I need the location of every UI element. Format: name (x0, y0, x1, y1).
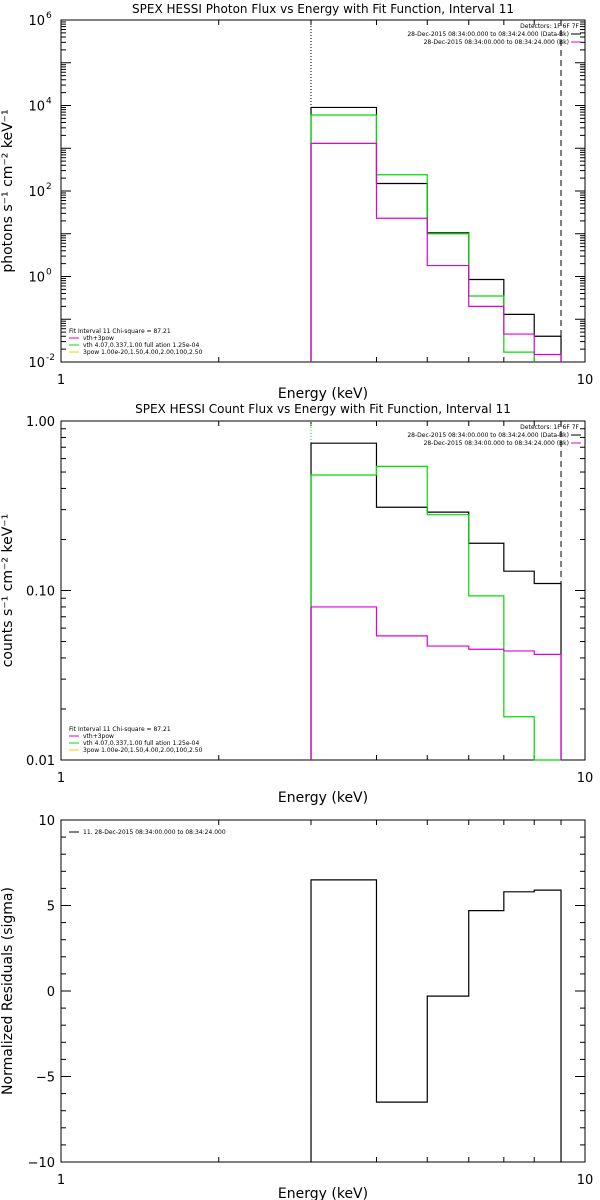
y-tick-label: 10 (28, 14, 45, 29)
x-tick-label: 1 (57, 373, 65, 388)
y-tick-label: 10 (28, 100, 45, 115)
legend-entry: 28-Dec-2015 08:34:00.000 to 08:34:24.000… (424, 440, 569, 447)
plot-frame (60, 819, 586, 1163)
y-tick-exponent: 4 (46, 97, 52, 107)
y-tick-label: 1.00 (26, 415, 55, 430)
plot-frame (60, 19, 586, 363)
chart-title: SPEX HESSI Count Flux vs Energy with Fit… (135, 402, 511, 416)
y-axis-label: counts s⁻¹ cm⁻² keV⁻¹ (0, 514, 16, 668)
legend-entry: 28-Dec-2015 08:34:00.000 to 08:34:24.000… (407, 31, 569, 38)
legend-entry: vth+3pow (83, 335, 114, 342)
legend-entry: vth 4.07,0.337,1.00 full ation 1.25e-04 (83, 342, 199, 349)
x-axis-label: Energy (keV) (278, 1186, 368, 1200)
y-tick-label: −10 (28, 1156, 55, 1171)
x-tick-label: 10 (577, 771, 594, 786)
x-tick-label: 10 (577, 373, 594, 388)
series-2-step-line (310, 465, 562, 761)
y-tick-exponent: 0 (46, 268, 52, 278)
y-tick-label: 10 (28, 185, 45, 200)
y-tick-label: 10 (38, 814, 55, 829)
chart-title: SPEX HESSI Photon Flux vs Energy with Fi… (132, 2, 514, 16)
x-tick-label: 1 (57, 771, 65, 786)
x-tick-label: 10 (577, 1173, 594, 1188)
y-tick-exponent: 6 (46, 11, 52, 21)
series-3-step-line (310, 606, 562, 760)
y-tick-label: 10 (28, 271, 45, 286)
legend-entry: Fit Interval 11 Chi-square = 87.21 (69, 726, 171, 733)
series-1-step-line (310, 879, 562, 1162)
y-tick-label: 5 (47, 900, 55, 915)
legend-entry: vth+3pow (83, 733, 114, 740)
y-axis-label: Normalized Residuals (sigma) (0, 887, 16, 1095)
legend-entry: Fit Interval 11 Chi-square = 87.21 (69, 328, 171, 335)
x-axis-label: Energy (keV) (278, 386, 368, 402)
legend-entry: Detectors: 1F 6F 7F (520, 424, 579, 431)
chart-panel-2: SPEX HESSI Count Flux vs Energy with Fit… (0, 402, 593, 806)
legend-entry: 11. 28-Dec-2015 08:34:00.000 to 08:34:24… (83, 829, 226, 836)
legend-entry: 3pow 1.00e-20,1.50,4.00,2.00,100,2.50 (83, 747, 203, 754)
series-1-step-line (310, 442, 562, 760)
y-tick-exponent: -2 (46, 353, 55, 363)
y-tick-label: 0 (47, 985, 55, 1000)
y-tick-label: −5 (36, 1071, 55, 1086)
series-2-step-line (310, 114, 535, 362)
legend-entry: Detectors: 1F 6F 7F (520, 23, 579, 30)
legend-entry: 3pow 1.00e-20,1.50,4.00,2.00,100,2.50 (83, 349, 203, 356)
legend-entry: 28-Dec-2015 08:34:00.000 to 08:34:24.000… (424, 39, 569, 46)
y-tick-exponent: 2 (46, 182, 52, 192)
x-tick-label: 1 (57, 1173, 65, 1188)
y-tick-label: 0.10 (26, 585, 55, 600)
y-axis-label: photons s⁻¹ cm⁻² keV⁻¹ (0, 109, 16, 272)
legend-entry: vth 4.07,0.337,1.00 full ation 1.25e-04 (83, 740, 199, 747)
plot-frame (60, 420, 586, 761)
x-axis-label: Energy (keV) (278, 790, 368, 806)
series-3-step-line (310, 142, 562, 362)
y-tick-label: 10 (28, 356, 45, 371)
chart-panel-3: Energy (keV) Normalized Residuals (sigma)… (0, 814, 593, 1200)
legend-entry: 28-Dec-2015 08:34:00.000 to 08:34:24.000… (407, 432, 569, 439)
chart-panel-1: SPEX HESSI Photon Flux vs Energy with Fi… (0, 2, 593, 402)
series-1-step-line (310, 106, 562, 362)
y-tick-label: 0.01 (26, 754, 55, 769)
